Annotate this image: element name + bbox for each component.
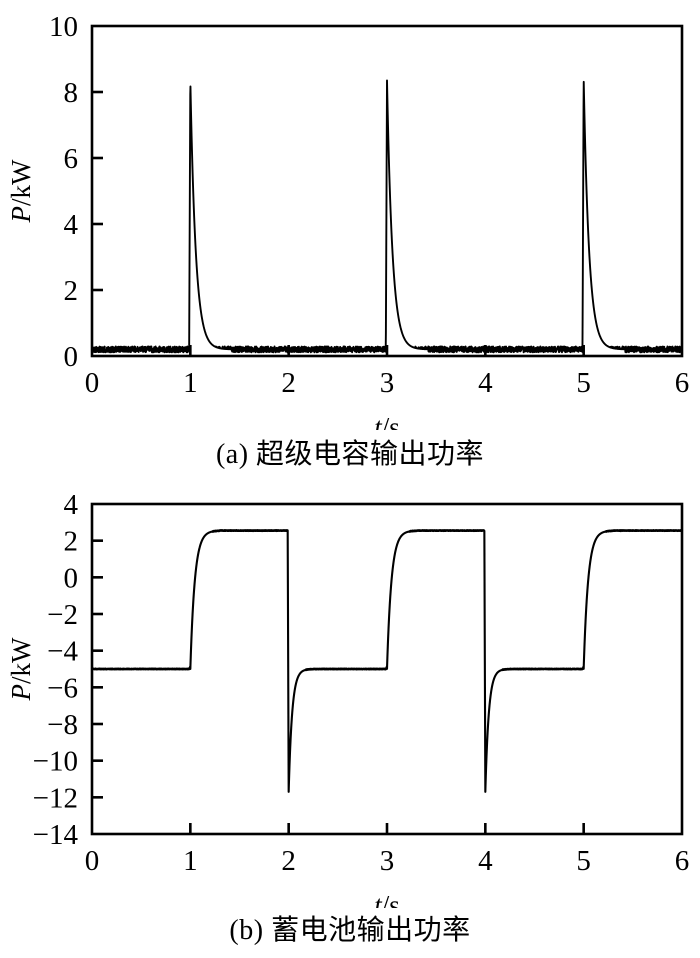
x-tick-label: 4 bbox=[478, 367, 493, 399]
x-tick-label: 6 bbox=[675, 845, 690, 877]
x-tick-label: 3 bbox=[380, 845, 395, 877]
caption-a: (a) 超级电容输出功率 bbox=[215, 439, 485, 470]
supercapacitor-power-plot: 0 1 2 3 4 5 6 0 2 4 6 8 10 t/s P/kW bbox=[6, 11, 690, 430]
y-tick-label: 4 bbox=[64, 209, 79, 241]
chart-panel-b: 0 1 2 3 4 5 6 4 2 0 −2 −4 −6 −8 −10 −12 −14 t/s P/kW bbox=[0, 478, 700, 958]
x-tick-label: 5 bbox=[576, 845, 591, 877]
series-supercapacitor-power bbox=[91, 79, 683, 354]
y-axis-title-group: P/kW bbox=[6, 159, 36, 224]
x-tick-label: 4 bbox=[478, 845, 493, 877]
y-tick-label: −14 bbox=[33, 819, 79, 851]
y-tick-label: 8 bbox=[64, 77, 79, 109]
y-tick-label: −6 bbox=[47, 672, 78, 704]
y-tick-label: 4 bbox=[64, 489, 79, 521]
y-axis-title: P/kW bbox=[6, 159, 36, 224]
y-tick-label: −4 bbox=[47, 636, 78, 668]
y-tick-label: 2 bbox=[64, 526, 79, 558]
x-tick-label: 2 bbox=[281, 845, 296, 877]
y-tick-label: 10 bbox=[49, 11, 78, 43]
series-battery-power bbox=[90, 529, 684, 793]
chart-panel-a: 0 1 2 3 4 5 6 0 2 4 6 8 10 t/s P/kW bbox=[0, 0, 700, 478]
x-tick-label: 0 bbox=[85, 845, 100, 877]
x-tick-label: 2 bbox=[281, 367, 296, 399]
x-tick-label: 5 bbox=[576, 367, 591, 399]
y-tick-label: 0 bbox=[64, 341, 79, 373]
y-tick-label: −8 bbox=[47, 709, 78, 741]
y-tick-label: −2 bbox=[47, 599, 78, 631]
caption-b: (b) 蓄电池输出功率 bbox=[229, 915, 471, 946]
y-axis-title: P/kW bbox=[6, 637, 36, 702]
x-tick-label: 3 bbox=[380, 367, 395, 399]
x-tick-label: 0 bbox=[85, 367, 100, 399]
x-tick-label: 1 bbox=[183, 845, 198, 877]
y-tick-label: 0 bbox=[64, 562, 79, 594]
x-tick-label: 6 bbox=[675, 367, 690, 399]
x-tick-label: 1 bbox=[183, 367, 198, 399]
battery-power-plot: 0 1 2 3 4 5 6 4 2 0 −2 −4 −6 −8 −10 −12 −14 t/s P/kW bbox=[6, 489, 690, 908]
y-tick-label: −12 bbox=[33, 782, 78, 814]
y-tick-label: 2 bbox=[64, 275, 79, 307]
y-tick-label: 6 bbox=[64, 143, 79, 175]
x-axis-title: t/s bbox=[374, 890, 400, 908]
y-tick-label: −10 bbox=[33, 746, 78, 778]
y-axis-title-group: P/kW bbox=[6, 637, 36, 702]
x-axis-title: t/s bbox=[374, 412, 400, 430]
